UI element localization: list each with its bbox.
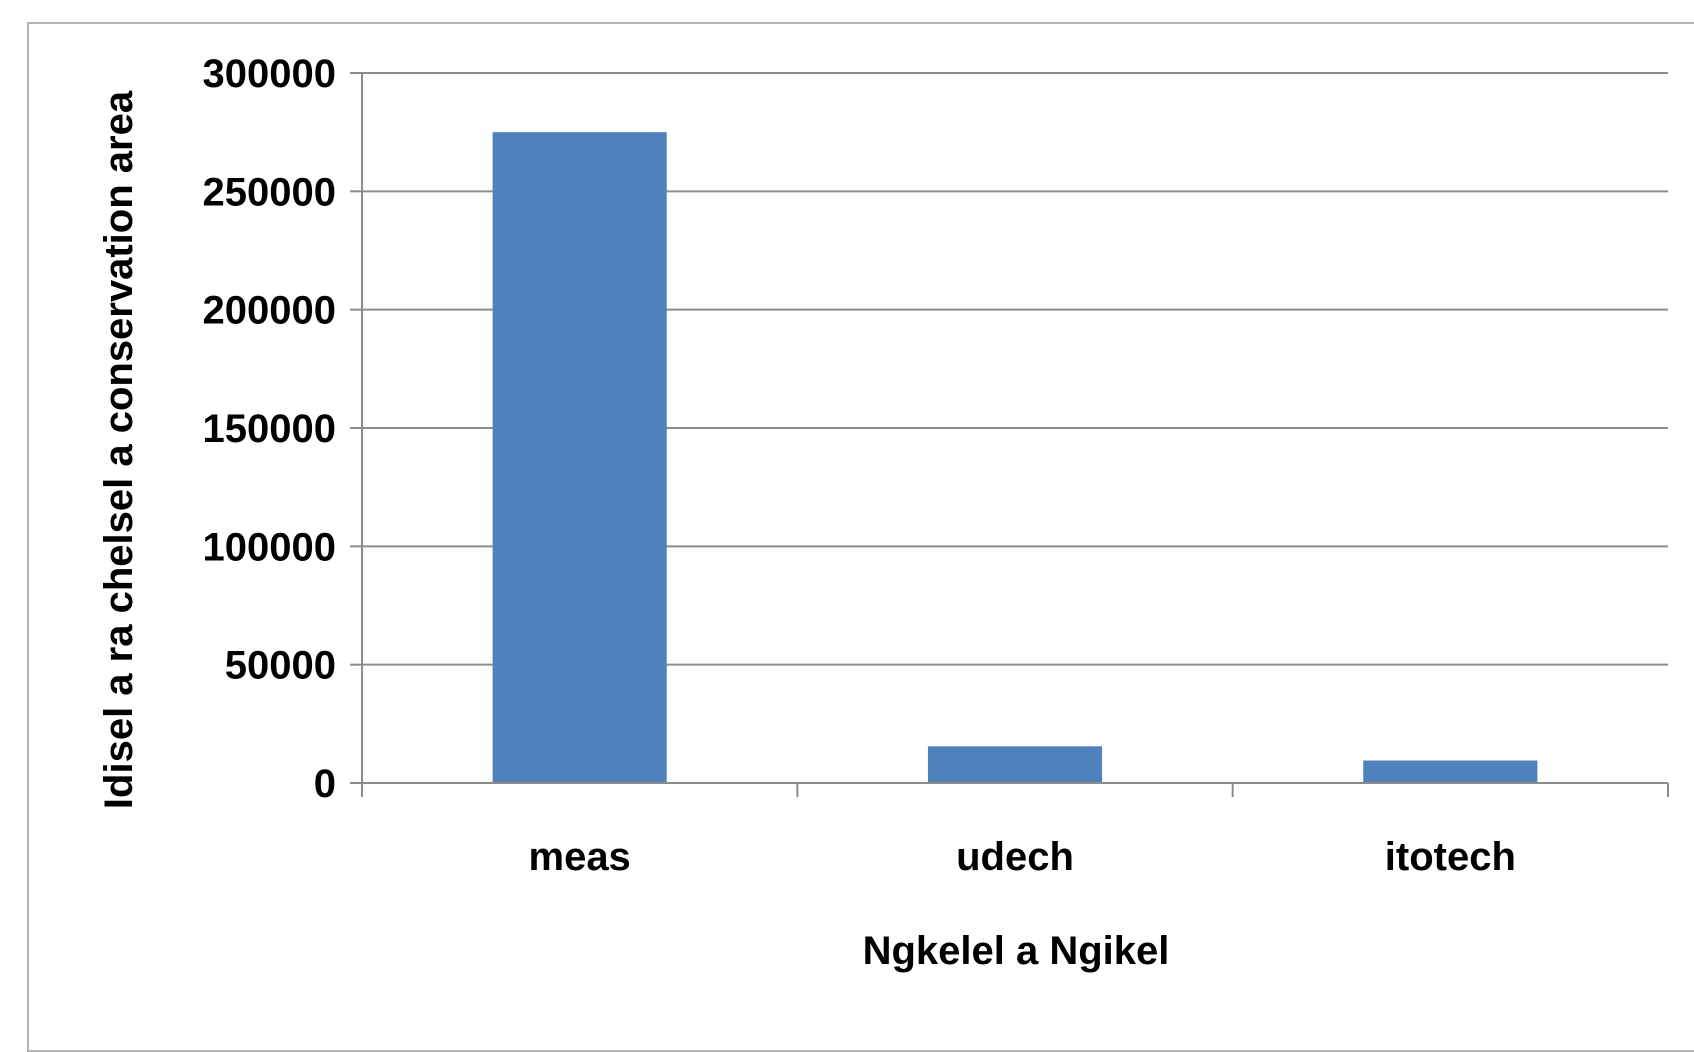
chart-frame [27, 22, 1694, 1052]
bar-itotech [1363, 760, 1538, 783]
axes [350, 72, 1669, 797]
bars [492, 132, 1538, 783]
y-tick-label: 50000 [225, 644, 336, 688]
x-category-label: meas [529, 835, 631, 879]
bar-udech [927, 746, 1103, 783]
y-tick-label: 0 [314, 762, 336, 806]
bar-chart: 0 50000 100000 150000 200000 250000 300000 mea… [97, 52, 1669, 973]
y-axis-title: Idisel a ra chelsel a conservation area [97, 90, 141, 809]
y-tick-label: 300000 [203, 52, 336, 96]
x-category-labels: meas udech itotech [529, 835, 1516, 879]
y-tick-label: 100000 [203, 525, 336, 569]
y-tick-label: 250000 [203, 170, 336, 214]
y-tick-labels: 0 50000 100000 150000 200000 250000 300000 [203, 52, 336, 806]
y-tick-label: 200000 [203, 289, 336, 333]
x-axis-title: Ngkelel a Ngikel [863, 929, 1170, 973]
bar-meas [492, 132, 667, 783]
y-tick-label: 150000 [203, 407, 336, 451]
x-category-label: itotech [1385, 835, 1516, 879]
x-category-label: udech [956, 835, 1074, 879]
